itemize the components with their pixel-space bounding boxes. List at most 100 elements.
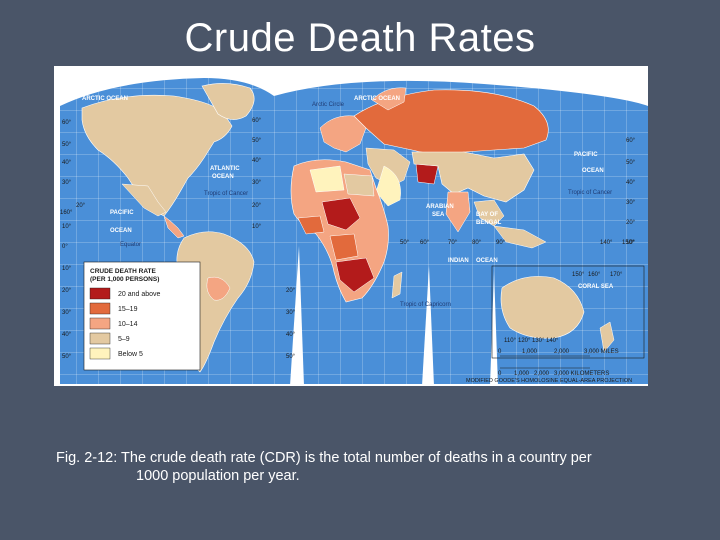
new-zealand <box>599 321 615 353</box>
legend-label: 20 and above <box>118 291 161 298</box>
svg-text:2,000: 2,000 <box>534 371 550 377</box>
legend-label: Below 5 <box>118 351 143 358</box>
lat-labels-right: 60° 50° 40° 30° 20° 10° <box>626 138 636 246</box>
svg-text:120°: 120° <box>518 338 531 344</box>
svg-text:OCEAN: OCEAN <box>582 168 604 174</box>
india <box>445 191 471 233</box>
legend-label: 5–9 <box>118 336 130 343</box>
arctic-ocean-left: ARCTIC OCEAN <box>82 96 128 102</box>
greenland <box>201 83 255 120</box>
tropic-of-capricorn-label: Tropic of Capricorn <box>400 302 451 308</box>
svg-text:0: 0 <box>498 371 502 377</box>
svg-text:60°: 60° <box>62 120 72 126</box>
svg-text:30°: 30° <box>252 180 262 186</box>
scale-miles: 3,000 MILES <box>584 349 619 355</box>
lon-labels-bottom: 110° 120° 130° 140° 150° 160° 170° <box>504 272 623 344</box>
svg-text:20°: 20° <box>76 203 86 209</box>
svg-text:160°: 160° <box>588 272 601 278</box>
world-map: ARCTIC OCEAN ARCTIC OCEAN ATLANTIC OCEAN… <box>54 66 648 386</box>
scale-bar: 0 1,000 2,000 3,000 MILES 0 1,000 2,000 … <box>498 349 619 377</box>
svg-text:140°: 140° <box>546 338 559 344</box>
svg-text:50°: 50° <box>286 354 296 360</box>
svg-text:10°: 10° <box>62 224 72 230</box>
madagascar <box>391 271 403 299</box>
svg-text:20°: 20° <box>252 203 262 209</box>
bay-of-bengal: BAY OF <box>476 212 498 218</box>
lat-labels-mid: 60° 50° 40° 30° 20° 10° 20° 30° 40° 50° <box>252 118 296 360</box>
lat-labels-left: 60° 50° 40° 30° 20° 10° 0° 10° 20° 30° 4… <box>62 120 86 360</box>
svg-text:20°: 20° <box>626 220 636 226</box>
svg-text:50°: 50° <box>626 160 636 166</box>
svg-text:150°: 150° <box>572 272 585 278</box>
svg-text:50°: 50° <box>252 138 262 144</box>
svg-text:10°: 10° <box>62 266 72 272</box>
indian-ocean: INDIAN <box>448 258 469 264</box>
svg-text:30°: 30° <box>626 200 636 206</box>
legend: CRUDE DEATH RATE (PER 1,000 PERSONS) 20 … <box>83 261 201 371</box>
svg-text:50°: 50° <box>62 142 72 148</box>
scale-km: 3,000 KILOMETERS <box>554 371 609 377</box>
svg-text:20°: 20° <box>286 288 296 294</box>
svg-text:30°: 30° <box>62 310 72 316</box>
svg-text:40°: 40° <box>62 160 72 166</box>
figure-caption: Fig. 2-12: The crude death rate (CDR) is… <box>56 449 676 485</box>
svg-text:0°: 0° <box>62 244 68 250</box>
svg-text:OCEAN: OCEAN <box>212 174 234 180</box>
svg-text:90°: 90° <box>496 240 506 246</box>
legend-title: CRUDE DEATH RATE <box>90 268 157 275</box>
pacific-ocean-right: PACIFIC <box>574 152 598 158</box>
svg-text:20°: 20° <box>62 288 72 294</box>
legend-swatch <box>89 332 111 345</box>
arctic-ocean-right: ARCTIC OCEAN <box>354 96 400 102</box>
svg-text:70°: 70° <box>448 240 458 246</box>
svg-text:80°: 80° <box>472 240 482 246</box>
svg-text:40°: 40° <box>62 332 72 338</box>
svg-text:2,000: 2,000 <box>554 349 570 355</box>
svg-text:170°: 170° <box>610 272 623 278</box>
svg-text:50°: 50° <box>400 240 410 246</box>
tropic-of-cancer-left: Tropic of Cancer <box>204 191 248 197</box>
svg-text:0: 0 <box>498 349 502 355</box>
svg-text:SEA: SEA <box>432 212 445 218</box>
australia <box>500 276 585 339</box>
arctic-circle-label: Arctic Circle <box>312 102 345 108</box>
projection-label: MODIFIED GOODE'S HOMOLOSINE EQUAL-AREA P… <box>466 378 632 384</box>
svg-text:10°: 10° <box>252 224 262 230</box>
svg-text:10°: 10° <box>626 240 636 246</box>
svg-text:140°: 140° <box>600 240 613 246</box>
svg-text:110°: 110° <box>504 338 517 344</box>
legend-swatch <box>89 302 111 315</box>
svg-text:60°: 60° <box>252 118 262 124</box>
legend-swatch <box>89 317 111 330</box>
svg-text:60°: 60° <box>626 138 636 144</box>
europe <box>319 115 367 153</box>
svg-text:BENGAL: BENGAL <box>476 220 502 226</box>
pacific-ocean-left: PACIFIC <box>110 210 134 216</box>
legend-label: 10–14 <box>118 321 138 328</box>
tropic-of-cancer-right: Tropic of Cancer <box>568 190 612 196</box>
svg-text:40°: 40° <box>252 158 262 164</box>
asia <box>411 151 535 203</box>
legend-swatch <box>89 287 111 300</box>
lon-labels-equator: 50° 60° 70° 80° 90° 140° 150° <box>400 240 635 246</box>
svg-text:40°: 40° <box>626 180 636 186</box>
svg-text:OCEAN: OCEAN <box>476 258 498 264</box>
coral-sea: CORAL SEA <box>578 284 614 290</box>
arabian-sea: ARABIAN <box>426 204 454 210</box>
svg-text:30°: 30° <box>62 180 72 186</box>
svg-text:1,000: 1,000 <box>514 371 530 377</box>
crude-death-rate-map: ARCTIC OCEAN ARCTIC OCEAN ATLANTIC OCEAN… <box>54 78 648 386</box>
svg-text:30°: 30° <box>286 310 296 316</box>
north-america <box>81 94 233 217</box>
svg-text:OCEAN: OCEAN <box>110 228 132 234</box>
svg-text:150°: 150° <box>622 240 635 246</box>
lon-label-160: 160° <box>60 210 73 216</box>
svg-text:50°: 50° <box>62 354 72 360</box>
atlantic-ocean: ATLANTIC <box>210 166 240 172</box>
svg-text:130°: 130° <box>532 338 545 344</box>
afghanistan <box>415 163 439 185</box>
legend-subtitle: (PER 1,000 PERSONS) <box>90 276 159 283</box>
svg-text:1,000: 1,000 <box>522 349 538 355</box>
caption-line-2: 1000 population per year. <box>136 468 300 484</box>
svg-text:40°: 40° <box>286 332 296 338</box>
